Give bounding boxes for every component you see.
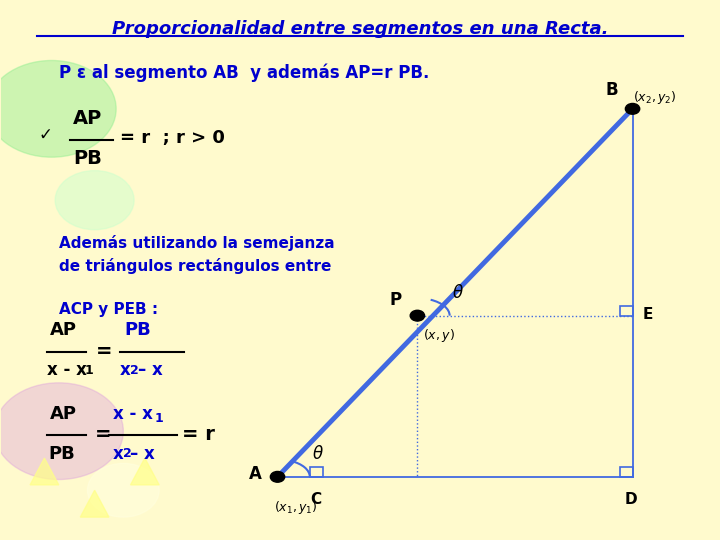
Text: 1: 1 <box>154 412 163 426</box>
Circle shape <box>270 471 284 482</box>
Text: P: P <box>390 291 402 309</box>
Text: – x: – x <box>130 444 156 463</box>
Text: $( x_1 , y_1 )$: $( x_1 , y_1 )$ <box>274 500 318 516</box>
Text: $( x , y )$: $( x , y )$ <box>423 327 455 345</box>
Text: x - x: x - x <box>48 361 87 379</box>
Circle shape <box>87 463 159 517</box>
Circle shape <box>410 310 425 321</box>
Text: D: D <box>625 492 637 507</box>
Polygon shape <box>130 458 159 485</box>
Circle shape <box>626 104 639 114</box>
Text: – x: – x <box>138 361 163 379</box>
Text: = r: = r <box>182 426 215 444</box>
Text: Proporcionalidad entre segmentos en una Recta.: Proporcionalidad entre segmentos en una … <box>112 20 608 38</box>
Text: PB: PB <box>48 444 75 463</box>
Text: AP: AP <box>73 109 102 127</box>
Text: P ε al segmento AB  y además AP=r PB.: P ε al segmento AB y además AP=r PB. <box>59 63 429 82</box>
Text: 2: 2 <box>130 364 138 377</box>
Text: $\theta$: $\theta$ <box>312 446 324 463</box>
Text: 2: 2 <box>122 447 131 460</box>
Text: =: = <box>96 342 112 361</box>
Text: AP: AP <box>50 404 77 423</box>
Text: $\theta$: $\theta$ <box>452 284 464 302</box>
Polygon shape <box>81 490 109 517</box>
Text: x: x <box>120 361 130 379</box>
Circle shape <box>0 383 123 480</box>
Text: Además utilizando la semejanza
de triángulos rectángulos entre: Además utilizando la semejanza de triáng… <box>59 235 334 274</box>
Bar <box>620 467 633 477</box>
Text: PB: PB <box>73 149 102 168</box>
Text: x - x: x - x <box>112 404 153 423</box>
Circle shape <box>55 171 134 230</box>
Text: A: A <box>249 465 262 483</box>
Text: B: B <box>606 81 618 99</box>
Text: E: E <box>642 307 653 322</box>
Bar <box>310 467 323 477</box>
Text: C: C <box>310 492 321 507</box>
Bar <box>620 306 633 316</box>
Polygon shape <box>30 458 59 485</box>
Text: 1: 1 <box>84 364 94 377</box>
Text: ✓: ✓ <box>39 126 53 144</box>
Text: ACP y PEB :: ACP y PEB : <box>59 302 158 317</box>
Text: =: = <box>94 426 111 444</box>
Text: $( x_2 , y_2 )$: $( x_2 , y_2 )$ <box>633 89 676 106</box>
Text: = r  ; r > 0: = r ; r > 0 <box>120 130 225 147</box>
Text: AP: AP <box>50 321 77 339</box>
Circle shape <box>0 60 116 157</box>
Text: x: x <box>112 444 123 463</box>
Text: PB: PB <box>125 321 151 339</box>
